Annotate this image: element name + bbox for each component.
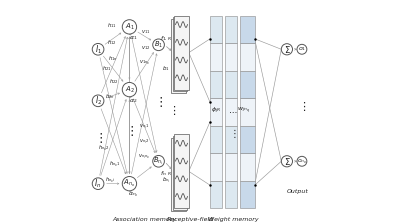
Circle shape xyxy=(92,178,104,190)
Bar xyxy=(173,17,187,91)
Text: $\Sigma$: $\Sigma$ xyxy=(284,44,290,55)
Bar xyxy=(240,71,255,98)
Bar xyxy=(171,19,186,93)
Circle shape xyxy=(297,156,307,166)
Circle shape xyxy=(122,20,137,34)
Circle shape xyxy=(281,44,292,55)
Bar xyxy=(240,181,255,208)
Circle shape xyxy=(153,39,164,51)
Bar xyxy=(240,126,255,153)
Text: $h_{21}$: $h_{21}$ xyxy=(102,64,112,73)
Text: $b_{n_i}$: $b_{n_i}$ xyxy=(162,176,170,185)
Text: $v_{1n_o}$: $v_{1n_o}$ xyxy=(139,59,150,67)
Text: $\vdots$: $\vdots$ xyxy=(298,100,306,113)
Bar xyxy=(210,71,222,98)
Bar xyxy=(225,98,238,126)
Text: Receptive-field: Receptive-field xyxy=(167,217,214,222)
Text: $\vdots$: $\vdots$ xyxy=(154,95,163,109)
Bar xyxy=(225,181,238,208)
Bar xyxy=(225,16,238,43)
Text: $h_{22}$: $h_{22}$ xyxy=(109,77,119,86)
Text: $o_{n_o}$: $o_{n_o}$ xyxy=(297,157,307,166)
Text: $h_{1n}$: $h_{1n}$ xyxy=(108,54,118,63)
Text: $\vdots$: $\vdots$ xyxy=(94,131,102,145)
Circle shape xyxy=(122,177,137,191)
Text: $h_{n_o2}$: $h_{n_o2}$ xyxy=(98,143,109,153)
Bar xyxy=(173,136,187,210)
Text: $\vdots$: $\vdots$ xyxy=(168,104,176,117)
Text: $v_{n_i2}$: $v_{n_i2}$ xyxy=(139,137,150,146)
Text: $A_1$: $A_1$ xyxy=(124,22,134,32)
Bar xyxy=(210,43,222,71)
Bar xyxy=(240,16,255,43)
Bar xyxy=(240,98,255,126)
Text: $\alpha_1$: $\alpha_1$ xyxy=(129,34,138,42)
Text: $I_1$: $I_1$ xyxy=(94,43,102,56)
Bar xyxy=(210,126,222,153)
Text: $b_1$: $b_1$ xyxy=(162,64,170,73)
Text: $h_{11}$: $h_{11}$ xyxy=(107,21,116,30)
Text: Weight memory: Weight memory xyxy=(208,217,258,222)
Text: $w_{jn_q}$: $w_{jn_q}$ xyxy=(236,106,250,116)
Text: $A_2$: $A_2$ xyxy=(124,84,134,95)
Text: $v_{n_in_o}$: $v_{n_in_o}$ xyxy=(138,153,150,161)
Text: $\cdots$: $\cdots$ xyxy=(228,106,238,115)
Text: $h_{n_o1}$: $h_{n_o1}$ xyxy=(109,160,120,169)
Text: $\vdots$: $\vdots$ xyxy=(125,124,134,138)
Bar xyxy=(210,153,222,181)
Text: $\Sigma$: $\Sigma$ xyxy=(284,156,290,167)
Text: Association memory: Association memory xyxy=(112,217,176,222)
Text: $I_n$: $I_n$ xyxy=(94,177,102,190)
Bar xyxy=(210,16,222,43)
Text: $\alpha_{n_o}$: $\alpha_{n_o}$ xyxy=(128,191,139,199)
Bar xyxy=(171,138,186,211)
Circle shape xyxy=(297,44,307,54)
Text: $v_{12}$: $v_{12}$ xyxy=(141,44,150,52)
Bar xyxy=(210,98,222,126)
Bar xyxy=(174,16,189,90)
Bar xyxy=(174,134,189,208)
Text: $h_{12}$: $h_{12}$ xyxy=(107,39,117,47)
Text: $\vdots$: $\vdots$ xyxy=(230,127,237,140)
Circle shape xyxy=(122,82,137,97)
Text: $o_1$: $o_1$ xyxy=(298,45,306,53)
Bar xyxy=(225,153,238,181)
Text: $h_{n_oi}$: $h_{n_oi}$ xyxy=(105,176,115,185)
Text: $v_{n_i1}$: $v_{n_i1}$ xyxy=(139,122,150,131)
Text: $f_{1,R}$: $f_{1,R}$ xyxy=(160,35,172,43)
Circle shape xyxy=(92,95,104,107)
Text: $v_{11}$: $v_{11}$ xyxy=(141,28,150,37)
Text: Output: Output xyxy=(286,189,308,194)
Circle shape xyxy=(281,156,292,167)
Bar xyxy=(225,71,238,98)
Text: $f_{n,R}$: $f_{n,R}$ xyxy=(160,170,172,178)
Text: $\phi_{jR}$: $\phi_{jR}$ xyxy=(211,106,221,116)
Bar xyxy=(225,43,238,71)
Text: $B_{n_i}$: $B_{n_i}$ xyxy=(153,156,164,167)
Text: $h_{2n}$: $h_{2n}$ xyxy=(105,92,115,101)
Bar xyxy=(240,43,255,71)
Text: $B_1$: $B_1$ xyxy=(154,40,163,50)
Text: $\alpha_2$: $\alpha_2$ xyxy=(129,97,138,105)
Text: $I_2$: $I_2$ xyxy=(94,95,102,107)
Text: $A_{n_o}$: $A_{n_o}$ xyxy=(123,178,136,189)
Circle shape xyxy=(153,155,164,167)
Circle shape xyxy=(92,43,104,55)
Bar xyxy=(210,181,222,208)
Bar xyxy=(225,126,238,153)
Bar xyxy=(240,153,255,181)
